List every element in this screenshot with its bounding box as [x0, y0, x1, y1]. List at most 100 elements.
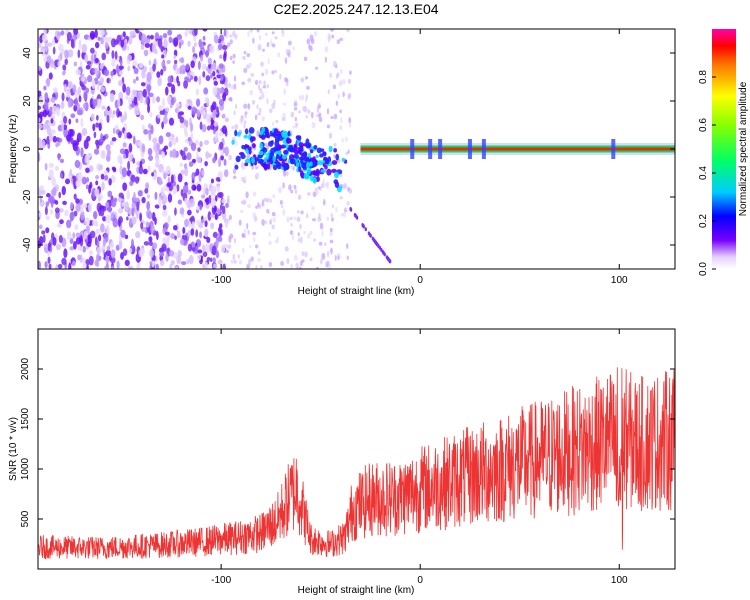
carrier-burst [611, 139, 616, 159]
spectrogram-speckle [281, 29, 284, 34]
spectrogram-cluster-point [334, 181, 340, 188]
spectrogram-speckle [138, 62, 144, 69]
spectrogram-speckle [306, 38, 311, 45]
spectrogram-speckle [103, 169, 108, 176]
spectrogram-speckle [85, 87, 90, 93]
spectrogram-speckle [55, 243, 61, 251]
carrier-burst [410, 139, 415, 159]
spectrogram-speckle [66, 231, 72, 241]
spectrogram-speckle [280, 260, 284, 266]
spectrogram-speckle [112, 167, 117, 173]
spectrogram-speckle [190, 60, 195, 69]
spectrogram-cluster-point [312, 161, 317, 168]
spectrogram-speckle [135, 139, 139, 146]
spectrogram-speckle [192, 247, 196, 252]
spectrogram-speckle [229, 55, 233, 61]
spectrogram-speckle [200, 54, 204, 62]
spectrogram-speckle [259, 88, 263, 94]
spectrogram-speckle [105, 144, 111, 151]
spectrogram-speckle [148, 212, 153, 220]
spectrogram-speckle [147, 165, 151, 173]
spectrogram-speckle [155, 157, 160, 166]
spectrogram-cluster-point [324, 157, 329, 165]
spectrogram-speckle [301, 251, 305, 257]
spectrogram-speckle [318, 241, 323, 246]
spectrogram-speckle [95, 122, 100, 128]
spectrogram-speckle [217, 259, 223, 265]
spectrogram-heatmap [38, 29, 675, 269]
spectrogram-speckle [72, 260, 76, 267]
spectrogram-speckle [62, 70, 66, 76]
y-tick-label: 500 [20, 510, 31, 527]
spectrogram-speckle [110, 38, 117, 48]
spectrogram-speckle [130, 103, 136, 108]
spectrogram-speckle [75, 198, 80, 204]
spectrogram-speckle [297, 237, 301, 243]
spectrogram-speckle [136, 261, 141, 269]
spectrogram-cluster-point [335, 153, 340, 161]
spectrogram-speckle [319, 187, 322, 192]
spectrogram-cluster-point [341, 157, 346, 162]
spectrogram-speckle [284, 246, 289, 252]
spectrogram-speckle [187, 243, 193, 252]
spectrogram-speckle [190, 122, 194, 133]
spectrogram-speckle [205, 75, 211, 82]
spectrogram-speckle [233, 83, 237, 90]
spectrogram-cluster-point [331, 160, 338, 165]
spectrogram-speckle [93, 131, 97, 139]
spectrogram-speckle [85, 184, 89, 190]
spectrogram-cluster-point [313, 145, 318, 150]
spectrogram-speckle [66, 134, 72, 142]
spectrogram-speckle [305, 94, 308, 101]
spectrogram-speckle [164, 222, 169, 230]
spectrogram-speckle [213, 205, 218, 212]
spectrogram-speckle [173, 224, 178, 231]
spectrogram-speckle [90, 54, 94, 65]
spectrogram-speckle [345, 136, 348, 143]
spectrogram-speckle [318, 112, 322, 119]
spectrogram-speckle [45, 227, 50, 234]
spectrogram-speckle [247, 103, 251, 110]
spectrogram-speckle [141, 143, 146, 153]
colorbar-tick-label: 0.2 [698, 214, 709, 228]
spectrogram-speckle [266, 97, 269, 104]
spectrogram-speckle [250, 73, 255, 77]
spectrogram-speckle [310, 111, 314, 119]
spectrogram-speckle [246, 153, 251, 161]
spectrogram-cluster-point [269, 130, 273, 137]
spectrogram-speckle [243, 123, 246, 129]
spectrogram-speckle [183, 163, 188, 170]
spectrogram-cluster-point [306, 161, 311, 169]
spectrogram-speckle [202, 35, 206, 41]
spectrogram-speckle [99, 29, 105, 37]
spectrogram-speckle [221, 44, 228, 51]
spectrogram-speckle [38, 65, 42, 72]
spectrogram-speckle [132, 135, 136, 145]
spectrogram-speckle [52, 186, 57, 197]
spectrogram-cluster-point [234, 129, 238, 137]
spectrogram-branch-point [375, 242, 379, 247]
spectrogram-speckle [192, 46, 196, 54]
spectrogram-speckle [243, 67, 248, 74]
spectrogram-speckle [195, 88, 199, 96]
spectrogram-speckle [41, 139, 46, 149]
y-tick-label: 1000 [20, 457, 31, 480]
spectrogram-speckle [75, 118, 79, 123]
spectrogram-x-axis-label: Height of straight line (km) [298, 286, 415, 297]
spectrogram-speckle [160, 68, 164, 76]
spectrogram-speckle [289, 216, 293, 221]
spectrogram-speckle [86, 74, 93, 83]
spectrogram-speckle [58, 43, 64, 52]
spectrogram-speckle [167, 176, 171, 184]
spectrogram-speckle [327, 89, 330, 94]
spectrogram-speckle [337, 255, 340, 261]
spectrogram-speckle [118, 91, 124, 101]
spectrogram-speckle [63, 127, 68, 138]
spectrogram-speckle [110, 241, 114, 250]
spectrogram-speckle [67, 98, 72, 108]
spectrogram-speckle [324, 242, 327, 247]
spectrogram-speckle [249, 245, 252, 249]
spectrogram-speckle [175, 66, 179, 76]
spectrogram-speckle [132, 78, 137, 84]
spectrogram-speckle [48, 72, 53, 80]
